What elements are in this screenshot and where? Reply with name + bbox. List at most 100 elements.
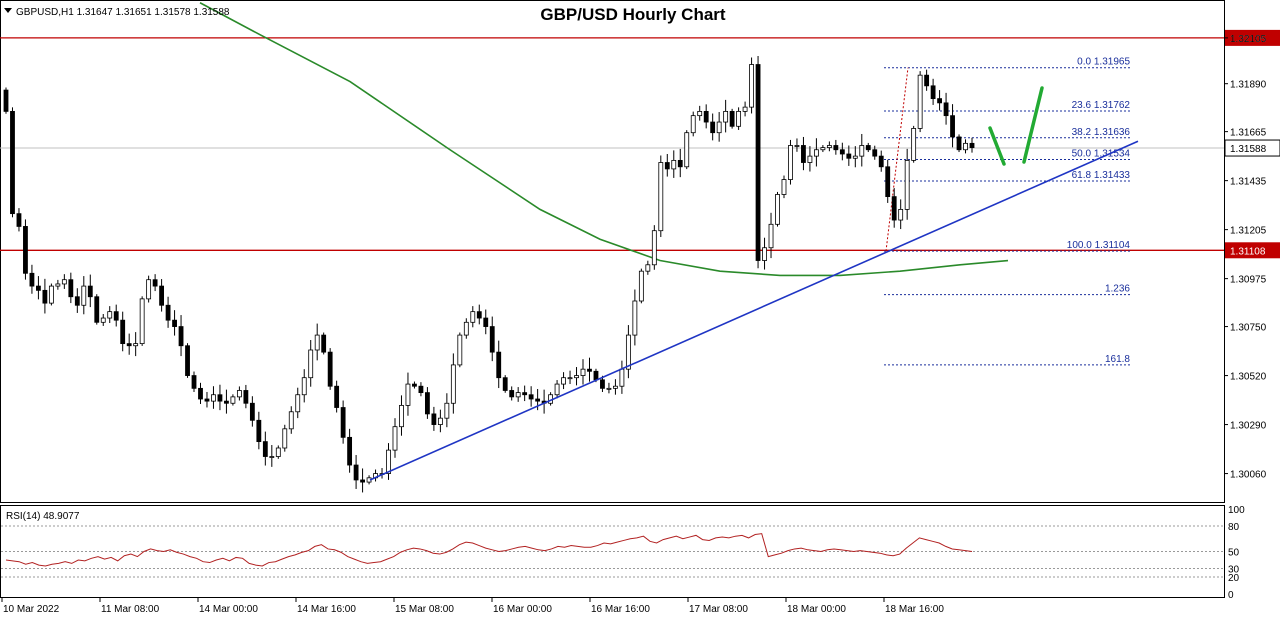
candle	[878, 150, 884, 172]
candle	[3, 87, 9, 114]
x-tick-label: 17 Mar 08:00	[689, 604, 748, 615]
candle	[749, 57, 754, 114]
chart-title: GBP/USD Hourly Chart	[540, 5, 725, 24]
y-tick-label: 1.31890	[1230, 80, 1267, 91]
candle	[94, 294, 100, 325]
candle	[386, 443, 391, 480]
candle-body-bull	[613, 385, 618, 389]
y-tick-label: 1.31205	[1230, 226, 1267, 237]
candle	[295, 387, 301, 419]
candle	[684, 130, 690, 170]
green-up-stroke	[1022, 86, 1044, 164]
level-price-label: 1.31108	[1230, 246, 1266, 257]
candle	[211, 386, 216, 409]
candle-body-bull	[658, 162, 664, 232]
candle-body-bear	[347, 436, 353, 466]
candle	[891, 188, 897, 228]
candle-body-bear	[755, 64, 761, 261]
candle-body-bear	[878, 155, 884, 168]
candle	[55, 279, 61, 290]
candle	[872, 145, 878, 160]
candle	[444, 393, 450, 428]
candle	[690, 111, 696, 137]
candle-body-bear	[198, 387, 203, 400]
candle	[450, 353, 456, 414]
x-tick-label: 11 Mar 08:00	[101, 604, 160, 615]
x-tick-label: 18 Mar 16:00	[885, 604, 944, 615]
candle-body-bear	[833, 145, 839, 151]
candle	[262, 431, 268, 466]
candle	[950, 104, 955, 148]
candle-body-bear	[865, 145, 871, 151]
candle	[100, 313, 106, 326]
candle	[625, 325, 631, 379]
candle-body-bull	[515, 392, 521, 398]
candle	[638, 268, 644, 304]
candle	[275, 445, 281, 459]
candle	[794, 138, 800, 152]
rsi-panel	[0, 505, 1225, 598]
candle	[36, 276, 41, 300]
rsi-tick-label: 20	[1228, 573, 1240, 584]
candle	[463, 318, 469, 339]
candle-body-bull	[463, 321, 469, 336]
candle	[224, 389, 229, 414]
candle	[801, 136, 806, 171]
candle-body-bear	[677, 159, 683, 168]
candle	[729, 108, 735, 129]
candle-body-bear	[412, 383, 417, 387]
candle	[392, 418, 398, 458]
candle-body-bull	[671, 159, 677, 170]
candle	[424, 387, 430, 419]
candle	[249, 396, 255, 427]
candle	[431, 406, 437, 431]
candle-body-bear	[950, 115, 955, 138]
level-price-label: 1.32105	[1230, 34, 1267, 45]
candle-body-bull	[716, 121, 722, 134]
candle-body-bear	[120, 319, 126, 345]
candle	[852, 146, 858, 168]
candle-body-bull	[574, 375, 579, 379]
candle	[340, 400, 346, 444]
candle-body-bear	[587, 368, 592, 372]
candle-body-bear	[924, 74, 930, 87]
candle-body-bear	[535, 398, 541, 402]
candle	[885, 159, 891, 203]
candle	[126, 333, 132, 355]
candle	[483, 309, 489, 335]
candle	[87, 274, 93, 308]
candle-body-bull	[399, 404, 404, 428]
candle	[580, 359, 586, 385]
candle-body-bear	[360, 479, 365, 483]
candle-body-bear	[178, 326, 184, 347]
candle-body-bull	[826, 145, 832, 149]
candle	[956, 134, 962, 153]
candle	[554, 380, 560, 399]
candle-body-bear	[528, 394, 534, 400]
x-tick-label: 14 Mar 16:00	[297, 604, 356, 615]
candle-body-bull	[775, 194, 780, 225]
candle	[120, 311, 126, 352]
candle	[42, 278, 48, 314]
candle	[826, 141, 832, 152]
candle-body-bear	[431, 413, 437, 425]
candle-body-bear	[152, 279, 158, 287]
candle	[146, 275, 152, 303]
candle-body-bear	[74, 296, 80, 306]
candle	[736, 107, 742, 130]
candle-body-bear	[872, 149, 878, 157]
dropdown-triangle-icon[interactable]	[4, 8, 12, 13]
candle-body-bull	[107, 311, 113, 319]
candle	[632, 289, 638, 346]
current-price-box	[1224, 139, 1280, 157]
y-tick-label: 1.31435	[1230, 177, 1267, 188]
candle-body-bear	[191, 375, 197, 389]
candle	[418, 382, 424, 397]
candle	[807, 146, 813, 172]
candle	[515, 387, 521, 402]
x-tick-label: 14 Mar 00:00	[199, 604, 258, 615]
candle-body-bull	[561, 377, 566, 385]
candle	[561, 372, 566, 390]
candle-body-bear	[172, 319, 177, 327]
candle-body-bull	[632, 300, 638, 336]
